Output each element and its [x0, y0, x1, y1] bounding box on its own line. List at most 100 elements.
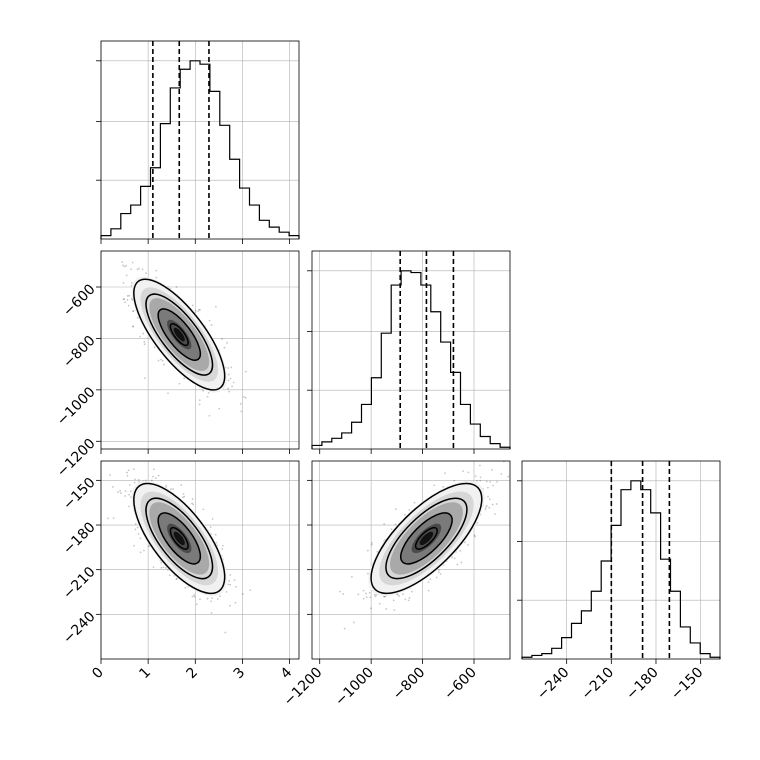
- scatter-point: [232, 381, 235, 384]
- scatter-point: [240, 410, 243, 413]
- scatter-point: [133, 481, 136, 484]
- contour-line: [414, 526, 438, 550]
- scatter-point: [229, 574, 232, 576]
- scatter-point: [231, 385, 234, 388]
- y-tick-label: −180: [60, 519, 99, 558]
- scatter-point: [444, 472, 446, 475]
- scatter-point: [479, 476, 482, 479]
- scatter-point: [209, 526, 212, 528]
- scatter-point: [127, 469, 130, 472]
- scatter-point: [491, 469, 494, 471]
- scatter-point: [398, 595, 400, 597]
- scatter-point: [229, 604, 231, 607]
- x-tick-label: −1000: [332, 665, 377, 710]
- scatter-point: [137, 478, 140, 481]
- scatter-point: [489, 481, 492, 483]
- scatter-point: [199, 598, 201, 601]
- scatter-point: [390, 528, 393, 531]
- scatter-point: [366, 549, 369, 552]
- scatter-point: [143, 341, 146, 343]
- density-fill: [173, 531, 185, 546]
- scatter-point: [211, 518, 214, 520]
- scatter-point: [134, 528, 137, 531]
- scatter-point: [404, 598, 407, 601]
- scatter-point: [467, 471, 470, 474]
- contour-line: [157, 512, 202, 565]
- scatter-point: [478, 464, 481, 467]
- scatter-point: [427, 581, 430, 584]
- density-layer: [107, 468, 252, 634]
- scatter-point: [198, 399, 201, 402]
- density-layer: [121, 261, 247, 417]
- contour-line: [145, 497, 214, 580]
- scatter-point: [199, 308, 201, 311]
- scatter-point: [485, 506, 487, 509]
- scatter-point: [370, 543, 373, 546]
- scatter-point: [500, 473, 503, 475]
- scatter-point: [128, 484, 131, 486]
- x-tick-label: −800: [390, 665, 429, 704]
- scatter-point: [343, 627, 346, 630]
- density-fill: [173, 327, 185, 342]
- scatter-point: [210, 612, 213, 614]
- scatter-point: [139, 551, 142, 554]
- scatter-point: [233, 579, 236, 582]
- histogram-steps: [100, 60, 300, 239]
- scatter-point: [120, 492, 122, 495]
- scatter-point: [378, 602, 381, 605]
- scatter-point: [175, 285, 178, 288]
- scatter-point: [157, 474, 160, 477]
- scatter-point: [461, 458, 463, 460]
- scatter-point: [439, 573, 442, 575]
- contour-line: [385, 497, 468, 580]
- x-tick-label: −600: [441, 665, 480, 704]
- scatter-point: [124, 490, 127, 493]
- scatter-point: [175, 578, 178, 581]
- param-1-vs-param-2: −1200 −1000 −800 −600: [54, 250, 300, 481]
- param-2-vs-param-3: −1200 −1000 −800 −600: [281, 458, 511, 710]
- scatter-point: [456, 563, 459, 566]
- scatter-point: [183, 495, 186, 498]
- scatter-point: [451, 556, 453, 559]
- scatter-point: [494, 513, 496, 515]
- scatter-point: [492, 484, 494, 487]
- scatter-point: [111, 486, 114, 488]
- scatter-point: [192, 503, 195, 506]
- scatter-point: [227, 373, 230, 376]
- scatter-point: [193, 595, 196, 598]
- scatter-point: [126, 295, 129, 297]
- scatter-point: [152, 566, 155, 569]
- scatter-point: [136, 316, 139, 319]
- scatter-point: [191, 304, 194, 307]
- scatter-point: [167, 392, 169, 395]
- scatter-point: [392, 599, 395, 602]
- scatter-point: [474, 475, 477, 478]
- hist-param-1: [96, 40, 300, 244]
- scatter-point: [507, 475, 510, 478]
- scatter-point: [129, 490, 132, 493]
- scatter-point: [382, 595, 385, 598]
- scatter-point: [139, 335, 142, 338]
- scatter-point: [160, 566, 163, 569]
- scatter-point: [374, 595, 377, 598]
- scatter-point: [227, 367, 230, 369]
- scatter-point: [191, 498, 194, 500]
- scatter-point: [463, 541, 466, 544]
- scatter-point: [197, 310, 200, 313]
- histogram-steps: [311, 270, 511, 449]
- scatter-point: [221, 544, 224, 547]
- y-tick-label: −1200: [54, 436, 99, 481]
- scatter-point: [216, 598, 219, 600]
- scatter-point: [408, 509, 411, 511]
- scatter-point: [107, 517, 109, 520]
- scatter-point: [221, 338, 224, 340]
- scatter-point: [214, 305, 217, 308]
- scatter-point: [161, 359, 164, 362]
- scatter-point: [224, 631, 227, 634]
- scatter-point: [154, 477, 157, 480]
- scatter-point: [486, 504, 488, 507]
- scatter-point: [244, 396, 247, 399]
- axes-frame: [521, 460, 721, 660]
- param-1-vs-param-3: 0 1 2 3 4 −240 −210 −180 −150: [60, 460, 300, 682]
